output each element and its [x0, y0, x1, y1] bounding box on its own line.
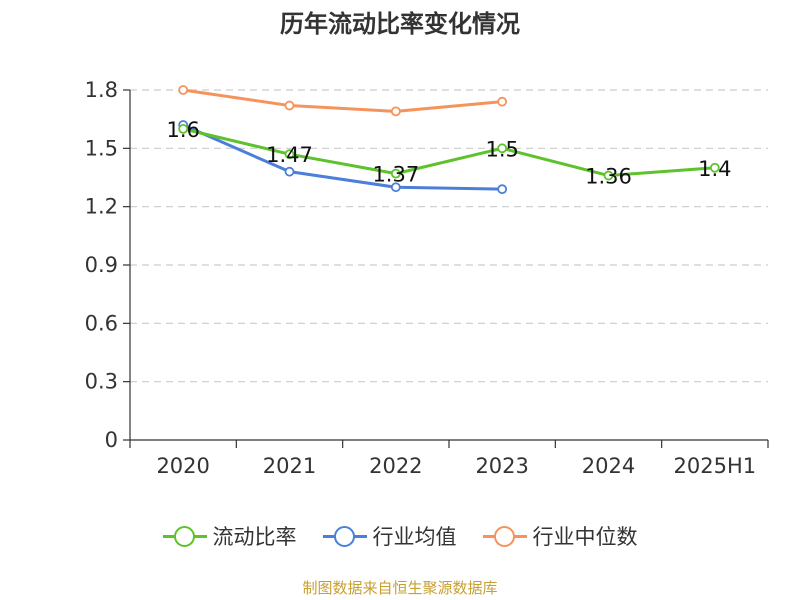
legend-item[interactable]: 行业均值 — [322, 521, 457, 551]
legend-marker-icon — [162, 526, 207, 547]
x-tick-label: 2023 — [475, 454, 528, 478]
data-point — [178, 85, 189, 95]
data-point — [390, 168, 401, 179]
data-point — [284, 149, 295, 160]
data-point — [709, 162, 720, 173]
data-point — [497, 143, 508, 154]
data-label: 1.36 — [585, 165, 632, 189]
legend-marker-icon — [482, 526, 527, 547]
data-point — [603, 170, 614, 181]
data-label: 1.6 — [166, 118, 199, 142]
series-line — [182, 88, 503, 113]
x-tick-label: 2025H1 — [674, 454, 757, 478]
y-tick-label: 0.6 — [85, 311, 118, 335]
legend-label: 行业均值 — [372, 525, 457, 549]
data-point — [390, 182, 401, 193]
data-label: 1.5 — [485, 137, 518, 161]
data-label: 1.47 — [266, 143, 313, 167]
chart-title: 历年流动比率变化情况 — [280, 10, 520, 38]
x-tick-label: 2022 — [369, 454, 422, 478]
source-note: 制图数据来自恒生聚源数据库 — [302, 579, 498, 597]
y-tick-label: 0.3 — [85, 370, 118, 394]
x-tick-label: 2021 — [263, 454, 316, 478]
legend: 流动比率 行业均值 行业中位数 — [0, 518, 800, 554]
x-tick-label: 2024 — [582, 454, 635, 478]
y-tick-label: 1.5 — [85, 136, 118, 160]
data-point — [497, 96, 508, 107]
data-point — [497, 184, 508, 195]
series-line — [182, 123, 503, 191]
legend-label: 行业中位数 — [532, 525, 638, 549]
y-tick-label: 1.2 — [85, 195, 118, 219]
data-point — [390, 106, 401, 117]
legend-item[interactable]: 流动比率 — [162, 521, 297, 551]
y-tick-label: 1.8 — [85, 78, 118, 102]
series-line — [182, 127, 715, 178]
data-label: 1.37 — [372, 163, 419, 187]
y-tick-label: 0 — [105, 428, 118, 452]
data-label: 1.4 — [698, 157, 731, 181]
legend-marker-icon — [322, 526, 367, 547]
x-tick-label: 2020 — [156, 454, 209, 478]
data-point — [178, 123, 189, 134]
data-point — [284, 166, 295, 177]
y-tick-label: 0.9 — [85, 253, 118, 277]
legend-label: 流动比率 — [212, 525, 297, 549]
data-point — [284, 100, 295, 111]
legend-item[interactable]: 行业中位数 — [482, 521, 638, 551]
